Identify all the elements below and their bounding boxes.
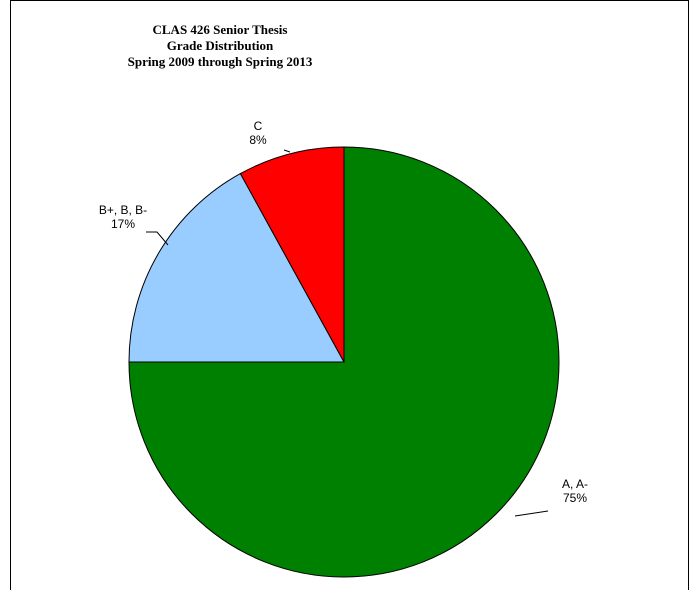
slice-label: B+, B, B-: [99, 203, 147, 217]
slice-label: C: [254, 119, 263, 133]
leader-line: [146, 231, 169, 246]
pie-slice-b-b-b: [128, 172, 345, 363]
chart-title-line-1: CLAS 426 Senior Thesis: [152, 22, 288, 37]
pie-slice-c: [239, 146, 345, 363]
pie-slice-a-a: [128, 146, 560, 578]
slice-percent-label: 17%: [111, 217, 135, 231]
chart-title-line-2: Grade Distribution: [166, 38, 274, 53]
slice-label: A, A-: [562, 477, 588, 491]
leader-line: [514, 510, 549, 517]
leader-line: [283, 149, 291, 153]
slice-percent-label: 8%: [249, 133, 267, 147]
slice-percent-label: 75%: [563, 491, 587, 505]
chart-title-line-3: Spring 2009 through Spring 2013: [127, 54, 313, 69]
